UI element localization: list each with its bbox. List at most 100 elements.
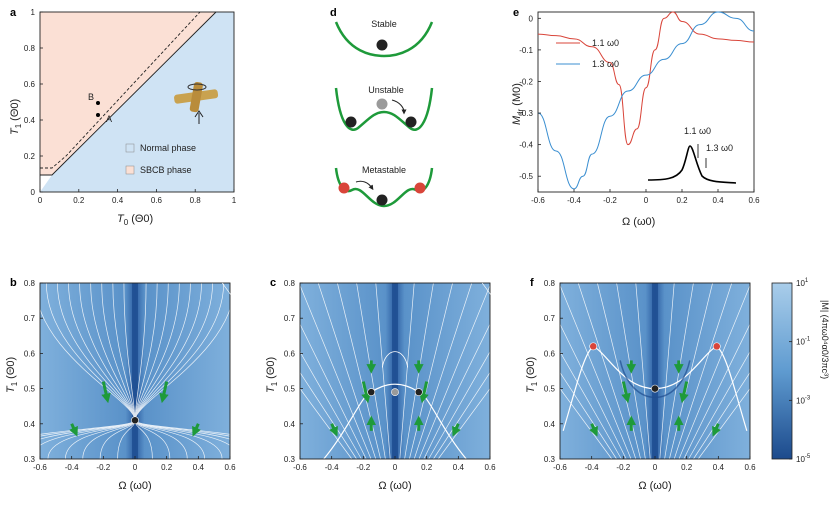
colorbar-gradient xyxy=(771,282,793,460)
y-tick-label: 0.4 xyxy=(544,420,556,429)
x-tick-label: 0.2 xyxy=(421,463,433,472)
inset-peak-curve xyxy=(647,145,737,184)
x-tick-label-e: 0 xyxy=(644,196,649,205)
colorbar: 101 10-1 10-3 10-5 |M| (4πω0⁴α0/3πc³) xyxy=(771,278,830,464)
y-tick-label: 0.6 xyxy=(24,349,36,358)
x-tick-label-e: 0.4 xyxy=(712,196,724,205)
y-axis-label-e: Mdr(M0) xyxy=(511,83,525,125)
fixed-point-stable xyxy=(651,384,659,393)
y-tick-label-e: -0.2 xyxy=(519,77,533,86)
x-tick-label: -0.4 xyxy=(585,463,599,472)
separatrix-upper xyxy=(381,351,409,368)
x-tick-label: 0 xyxy=(393,463,398,472)
arrow-metastable xyxy=(355,180,374,191)
y-axis-label: T1(Θ0) xyxy=(265,357,279,393)
y-ticks-a: 0 0.2 0.4 0.6 0.8 1 xyxy=(24,8,43,197)
panel-e: 1.1 ω0 1.3 ω0 1.1 ω0 1.3 ω0 -0.6 -0.4 -0.2… xyxy=(511,11,760,228)
colorbar-tick-label: 10-5 xyxy=(796,454,811,464)
flow-arrow xyxy=(361,381,371,404)
y-tick-label: 0.7 xyxy=(544,314,556,323)
flow-arrow xyxy=(452,423,461,437)
series-line-2 xyxy=(537,11,755,190)
panel-d: Stable Unstable Metastable xyxy=(334,19,434,208)
heatmap-panel-b: -0.6 -0.4 -0.2 0 0.2 0.4 0.6 0.3 0.4 0.5 0.6 0.7 0.8… xyxy=(0,279,293,492)
y-tick-label-a: 0 xyxy=(31,188,36,197)
x-tick-label: -0.4 xyxy=(325,463,339,472)
legend-e-2: 1.3 ω0 xyxy=(592,59,619,69)
x-tick-label-e: -0.2 xyxy=(603,196,617,205)
y-axis-label: T1(Θ0) xyxy=(5,357,19,393)
series-line-1 xyxy=(537,11,755,146)
y-tick-label: 0.4 xyxy=(284,420,296,429)
y-tick-label: 0.7 xyxy=(284,314,296,323)
flow-lines xyxy=(0,282,293,460)
y-tick-label: 0.8 xyxy=(24,279,36,288)
state-unstable-label: Unstable xyxy=(368,85,404,95)
x-tick-label: -0.2 xyxy=(96,463,110,472)
x-tick-label: 0 xyxy=(653,463,658,472)
molecule-icon xyxy=(174,81,219,124)
fixed-point-stable xyxy=(367,388,376,397)
x-ticks-a: 0 0.2 0.4 0.6 0.8 1 xyxy=(38,189,237,205)
x-axis-label: Ω (ω0) xyxy=(378,480,411,492)
x-tick-label: 0 xyxy=(133,463,138,472)
panel-label-d: d xyxy=(330,7,337,19)
colorbar-tick-label: 101 xyxy=(796,278,809,288)
ball-metastable-center xyxy=(376,194,388,206)
panel-a: B A Normal phase SBCB phase 0 0.2 0.4 0.6 0.… xyxy=(9,8,237,227)
bottom-panels: -0.6 -0.4 -0.2 0 0.2 0.4 0.6 0.3 0.4 0.5 0.6 0.7 0.8… xyxy=(0,279,829,492)
colorbar-ticks: 101 10-1 10-3 10-5 xyxy=(789,278,811,464)
x-axis-label-e: Ω (ω0) xyxy=(622,216,655,228)
separatrix xyxy=(323,383,467,460)
ball-left-well xyxy=(345,116,357,128)
y-tick-label-a: 0.8 xyxy=(24,44,36,53)
heatmap-panel-c: -0.6 -0.4 -0.2 0 0.2 0.4 0.6 0.3 0.4 0.5 0.6 0.7 0.8… xyxy=(221,279,569,492)
y-tick-label-a: 0.2 xyxy=(24,152,36,161)
flow-arrow xyxy=(69,423,78,437)
dark-arc xyxy=(619,360,691,398)
y-tick-label-e: -0.1 xyxy=(519,46,533,55)
ball-metastable-right xyxy=(414,182,426,194)
x-axis-label-a: T0 (Θ0) xyxy=(117,213,153,227)
y-tick-label-a: 1 xyxy=(31,8,36,17)
y-tick-label-e: 0 xyxy=(529,14,534,23)
y-tick-label-a: 0.4 xyxy=(24,116,36,125)
y-tick-label: 0.6 xyxy=(544,349,556,358)
panel-label-c: c xyxy=(270,277,276,289)
fixed-point-stable xyxy=(414,388,423,397)
axes-frame-a xyxy=(39,11,235,193)
x-tick-label-a: 0 xyxy=(38,196,43,205)
colorbar-tick-label: 10-1 xyxy=(796,337,811,347)
x-tick-label-a: 0.8 xyxy=(190,196,202,205)
phase-boundary-dashed xyxy=(40,11,201,169)
y-ticks-e: 0 -0.1 -0.2 -0.3 -0.4 -0.5 xyxy=(519,14,541,181)
y-tick-label: 0.3 xyxy=(24,455,36,464)
y-tick-label: 0.8 xyxy=(544,279,556,288)
panel-label-b: b xyxy=(10,277,17,289)
inset-label-2: 1.3 ω0 xyxy=(706,143,733,153)
x-tick-label: -0.6 xyxy=(293,463,307,472)
legend-normal: Normal phase xyxy=(140,143,196,153)
legend-e-1: 1.1 ω0 xyxy=(592,38,619,48)
x-tick-label: -0.2 xyxy=(616,463,630,472)
x-tick-label-a: 0.4 xyxy=(112,196,124,205)
x-tick-label: -0.6 xyxy=(33,463,47,472)
x-tick-label: 0.4 xyxy=(453,463,465,472)
colorbar-label: |M| (4πω0⁴α0/3πc³) xyxy=(820,300,830,379)
colorbar-tick-label: 10-3 xyxy=(796,395,811,405)
point-b-marker xyxy=(96,101,100,105)
normal-phase-region xyxy=(40,12,234,192)
flow-arrow xyxy=(192,423,201,437)
flow-arrow xyxy=(329,423,338,437)
y-tick-label: 0.4 xyxy=(24,420,36,429)
ball-stable xyxy=(376,39,388,51)
x-tick-label-a: 0.6 xyxy=(151,196,163,205)
panel-label-a: a xyxy=(10,7,17,19)
y-tick-label-e: -0.4 xyxy=(519,141,533,150)
y-tick-label-e: -0.3 xyxy=(519,109,533,118)
x-tick-label: -0.4 xyxy=(65,463,79,472)
flow-arrow xyxy=(712,423,721,437)
x-tick-label: 0.6 xyxy=(224,463,236,472)
x-tick-label: -0.6 xyxy=(553,463,567,472)
